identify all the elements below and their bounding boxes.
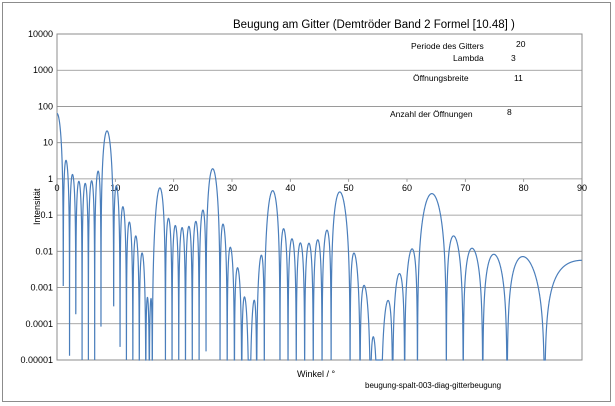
chart-svg: 0.000010.00010.0010.010.1110100100010000…	[20, 19, 587, 390]
x-tick-label: 60	[402, 183, 412, 193]
y-tick-label: 10	[43, 138, 53, 148]
param-label-width: Öffnungsbreite	[413, 73, 469, 83]
chart-frame: 0.00001 0.0001 0.001 0.01 0.1 1 10 100 1000 10000…	[2, 2, 611, 402]
figure-caption: beugung-spalt-003-diag-gitterbeugung	[365, 381, 501, 390]
x-tick-label: 40	[285, 183, 295, 193]
param-label-lambda: Lambda	[453, 53, 484, 63]
y-tick-label: 0.0001	[25, 319, 53, 329]
x-tick-label: 30	[227, 183, 237, 193]
y-axis-label: Intensität	[32, 188, 42, 225]
grid-lines	[57, 33, 582, 361]
y-tick-label: 1	[48, 174, 53, 184]
y-tick-label: 0.1	[40, 210, 53, 220]
x-tick-labels: 0 10 20 30 40 50 60 70 80 90	[54, 178, 587, 193]
y-tick-label: 100	[38, 101, 53, 111]
param-value-period: 20	[516, 39, 526, 49]
x-axis-label: Winkel / °	[297, 369, 336, 379]
param-label-count: Anzahl der Öffnungen	[390, 109, 473, 119]
y-tick-label: 0.00001	[20, 355, 53, 365]
x-tick-label: 70	[460, 183, 470, 193]
param-value-count: 8	[507, 107, 512, 117]
y-tick-label: 0.001	[30, 283, 53, 293]
x-tick-label: 50	[344, 183, 354, 193]
x-tick-label: 0	[54, 183, 59, 193]
series-line	[56, 112, 582, 361]
x-tick-label: 20	[169, 183, 179, 193]
y-tick-label: 0.01	[35, 246, 53, 256]
x-tick-label: 80	[519, 183, 529, 193]
chart-title: Beugung am Gitter (Demtröder Band 2 Form…	[233, 19, 515, 31]
x-tick-label: 90	[577, 183, 587, 193]
plot-area-border	[56, 33, 583, 361]
y-tick-label: 1000	[33, 65, 53, 75]
param-value-width: 11	[514, 73, 523, 83]
param-label-period: Periode des Gitters	[411, 41, 484, 51]
y-tick-labels: 0.00001 0.0001 0.001 0.01 0.1 1 10 100 1000 10000	[20, 29, 53, 365]
param-value-lambda: 3	[511, 53, 516, 63]
y-tick-label: 10000	[28, 29, 53, 39]
